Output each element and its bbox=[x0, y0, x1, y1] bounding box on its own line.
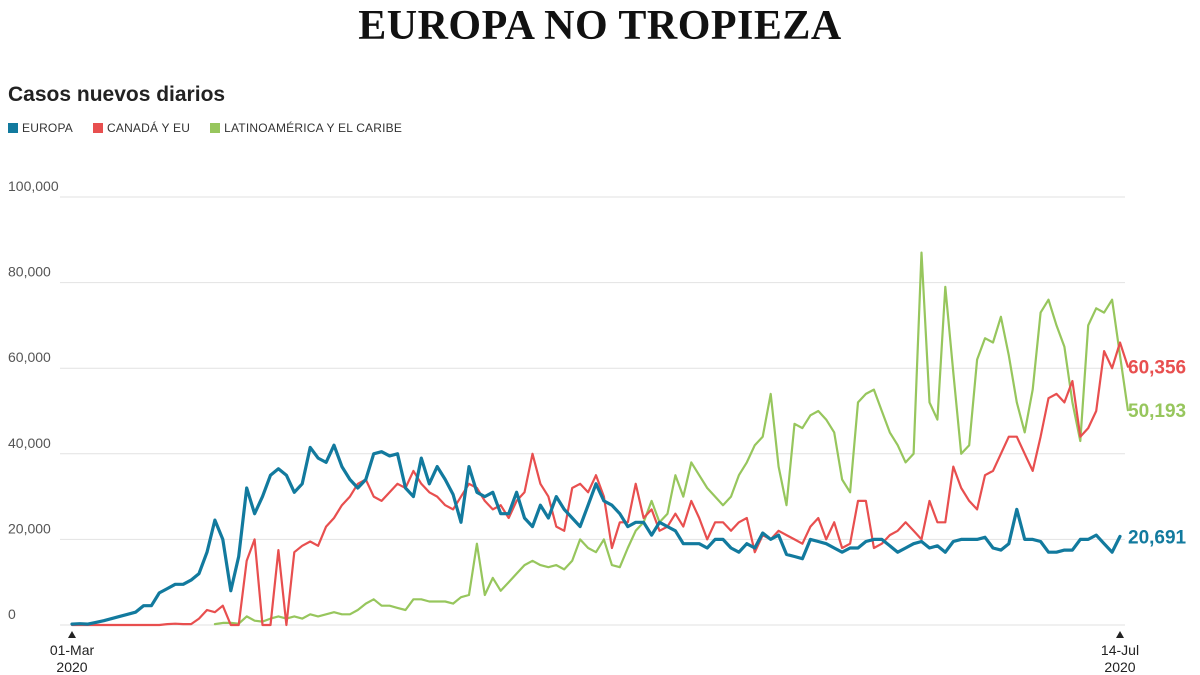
legend-item-europa: EUROPA bbox=[8, 121, 73, 135]
x-tick-year-label: 2020 bbox=[1104, 659, 1135, 675]
series-line-latinoamerica bbox=[213, 251, 1129, 626]
legend-swatch-canada-eu bbox=[93, 123, 103, 133]
legend-swatch-europa bbox=[8, 123, 18, 133]
legend-label-latinoamerica: LATINOAMÉRICA Y EL CARIBE bbox=[224, 121, 403, 135]
series-line-canada-eu bbox=[70, 341, 1129, 627]
x-tick-label: 01-Mar bbox=[50, 642, 95, 658]
chart-subtitle: Casos nuevos diarios bbox=[8, 83, 226, 106]
grid-lines bbox=[60, 196, 1125, 626]
legend-item-canada-eu: CANADÁ Y EU bbox=[93, 121, 190, 135]
end-label-europa: 20,691 bbox=[1128, 527, 1187, 548]
legend: EUROPA CANADÁ Y EU LATINOAMÉRICA Y EL CA… bbox=[8, 121, 422, 135]
series-lines bbox=[70, 251, 1129, 627]
y-tick-label: 40,000 bbox=[8, 435, 51, 451]
end-label-latinoamerica: 50,193 bbox=[1128, 401, 1186, 422]
end-label-canada-eu: 60,356 bbox=[1128, 358, 1186, 379]
legend-label-europa: EUROPA bbox=[22, 121, 73, 135]
y-axis-tick-labels: 0 20,000 40,000 60,000 80,000 100,000 bbox=[8, 178, 59, 622]
legend-label-canada-eu: CANADÁ Y EU bbox=[107, 121, 191, 135]
legend-item-latinoamerica: LATINOAMÉRICA Y EL CARIBE bbox=[210, 121, 402, 135]
y-tick-label: 100,000 bbox=[8, 178, 59, 194]
x-tick-year-label: 2020 bbox=[56, 659, 87, 675]
y-tick-label: 80,000 bbox=[8, 264, 51, 280]
chart-headline: EUROPA NO TROPIEZA bbox=[358, 3, 842, 49]
y-tick-label: 60,000 bbox=[8, 349, 51, 365]
legend-swatch-latinoamerica bbox=[210, 123, 221, 133]
y-tick-label: 20,000 bbox=[8, 520, 51, 536]
series-line-europa bbox=[70, 443, 1122, 626]
y-tick-label: 0 bbox=[8, 606, 16, 622]
x-tick-marker bbox=[68, 631, 76, 638]
end-value-labels: 20,691 60,356 50,193 bbox=[1128, 358, 1187, 549]
x-tick-marker bbox=[1116, 631, 1124, 638]
x-tick-label: 14-Jul bbox=[1101, 642, 1139, 658]
